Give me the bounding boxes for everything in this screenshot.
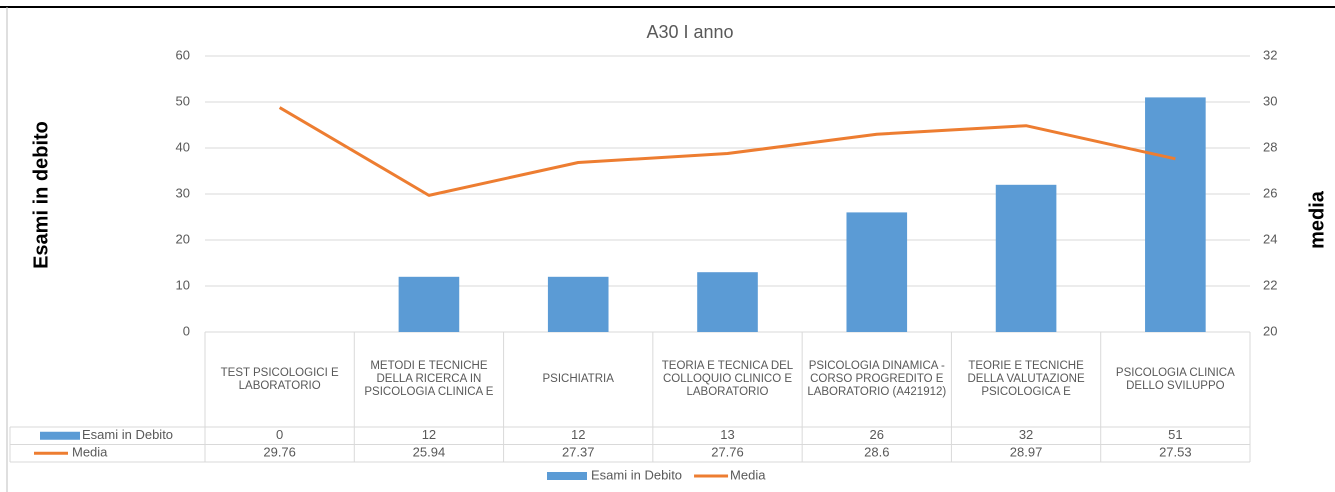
y2-tick-label: 30 (1263, 93, 1277, 108)
table-legend-label: Esami in Debito (82, 427, 173, 442)
y-tick-label: 60 (176, 47, 190, 62)
table-value: 27.76 (711, 445, 744, 460)
bar (697, 272, 758, 332)
y-tick-label: 40 (176, 139, 190, 154)
y-axis-title: Esami in debito (30, 121, 52, 269)
x-tick-label-box: TEST PSICOLOGICI E LABORATORIO (220, 366, 339, 392)
y2-axis-title: media (1306, 190, 1328, 249)
x-tick-label-box: PSICOLOGIA CLINICA DELLO SVILUPPO (1115, 366, 1235, 392)
y-tick-label: 20 (176, 231, 190, 246)
y-tick-label: 10 (176, 277, 190, 292)
bar (398, 276, 460, 332)
table-value: 0 (276, 427, 283, 442)
legend-label: Esami in Debito (591, 467, 682, 482)
y2-tick-label: 28 (1263, 139, 1277, 154)
x-tick-label: METODI E TECNICHE DELLA RICERCA IN PSICO… (364, 360, 494, 398)
table-value: 32 (1019, 427, 1033, 442)
table-value: 27.53 (1159, 445, 1192, 460)
line (278, 106, 1176, 197)
y2-tick-label: 20 (1263, 323, 1277, 338)
bar (547, 276, 609, 332)
table-value: 12 (571, 427, 585, 442)
table-legend-label: Media (72, 445, 108, 460)
legend-key (547, 472, 587, 480)
legend-label: Media (730, 467, 766, 482)
x-tick-label-box: PSICOLOGIA DINAMICA - CORSO PROGREDITO E… (807, 360, 947, 398)
table-value: 12 (422, 427, 436, 442)
y-tick-label: 0 (183, 323, 190, 338)
x-tick-label-box: PSICHIATRIA (542, 373, 614, 385)
bar (995, 184, 1057, 332)
table-value: 27.37 (562, 445, 595, 460)
y-tick-label: 30 (176, 185, 190, 200)
y2-tick-label: 32 (1263, 47, 1277, 62)
chart-title: A30 I anno (646, 22, 733, 42)
table-value: 51 (1168, 427, 1182, 442)
y2-tick-label: 22 (1263, 277, 1277, 292)
table-value: 25.94 (413, 445, 446, 460)
x-tick-label-box: METODI E TECNICHE DELLA RICERCA IN PSICO… (364, 360, 494, 398)
table-legend-key (40, 431, 80, 440)
table-value: 28.6 (864, 445, 889, 460)
x-tick-label-box: TEORIE E TECNICHE DELLA VALUTAZIONE PSIC… (967, 360, 1085, 398)
y2-tick-label: 26 (1263, 185, 1277, 200)
y2-tick-label: 24 (1263, 231, 1277, 246)
bar (846, 212, 908, 332)
x-tick-label-box: TEORIA E TECNICA DEL COLLOQUIO CLINICO E… (661, 360, 794, 398)
x-tick-label: PSICOLOGIA CLINICA DELLO SVILUPPO (1115, 366, 1235, 392)
table-value: 13 (720, 427, 734, 442)
x-tick-label: PSICHIATRIA (542, 373, 614, 385)
table-value: 29.76 (263, 445, 296, 460)
bar (1145, 97, 1206, 333)
x-tick-label: PSICOLOGIA DINAMICA - CORSO PROGREDITO E… (807, 360, 947, 398)
table-value: 28.97 (1010, 445, 1043, 460)
y-tick-label: 50 (176, 93, 190, 108)
table-value: 26 (870, 427, 884, 442)
x-tick-label: TEST PSICOLOGICI E LABORATORIO (220, 366, 339, 392)
x-tick-label: TEORIA E TECNICA DEL COLLOQUIO CLINICO E… (661, 360, 794, 398)
x-tick-label: TEORIE E TECNICHE DELLA VALUTAZIONE PSIC… (967, 360, 1085, 398)
